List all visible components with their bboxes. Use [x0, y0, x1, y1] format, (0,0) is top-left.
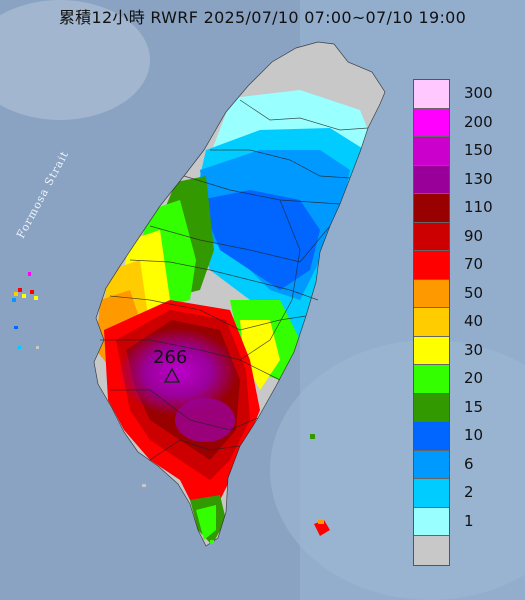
legend-tick-label: 20 [464, 369, 484, 387]
legend-swatch [414, 336, 449, 365]
legend-tick-label: 1 [464, 511, 474, 530]
peak-value-label: 266 [153, 347, 188, 368]
legend-swatch [414, 194, 449, 223]
legend-tick-label: 150 [464, 141, 493, 159]
legend-swatch [414, 536, 449, 565]
legend-swatch [414, 422, 449, 451]
legend-swatch [414, 222, 449, 251]
legend-swatch [414, 393, 449, 422]
legend-tick-label: 6 [464, 454, 474, 473]
legend-swatch [414, 479, 449, 508]
map-title: 累積12小時 RWRF 2025/07/10 07:00~07/10 19:00 [58, 8, 467, 27]
legend-tick-label: 70 [464, 255, 484, 273]
legend-swatch [414, 365, 449, 394]
legend-tick-label: 30 [464, 340, 484, 359]
legend-swatches [413, 79, 450, 566]
legend-swatch [414, 251, 449, 280]
legend-swatch [414, 137, 449, 166]
legend-swatch [414, 165, 449, 194]
legend-swatch [414, 450, 449, 479]
legend-swatch [414, 507, 449, 536]
legend-tick-label: 110 [464, 198, 493, 216]
legend-swatch [414, 279, 449, 308]
legend-tick-label: 40 [464, 312, 484, 330]
legend-tick-label: 15 [464, 397, 484, 416]
legend-tick-label: 200 [464, 112, 493, 131]
legend-tick-label: 300 [464, 84, 493, 102]
legend-tick-label: 130 [464, 169, 493, 188]
legend-swatch [414, 108, 449, 137]
legend-tick-label: 50 [464, 283, 484, 302]
legend-tick-label: 2 [464, 483, 474, 501]
legend-tick-label: 10 [464, 426, 484, 444]
legend-tick-label: 90 [464, 226, 484, 245]
legend-swatch [414, 308, 449, 337]
legend-swatch [414, 80, 449, 109]
triangle-marker-icon [164, 368, 180, 383]
